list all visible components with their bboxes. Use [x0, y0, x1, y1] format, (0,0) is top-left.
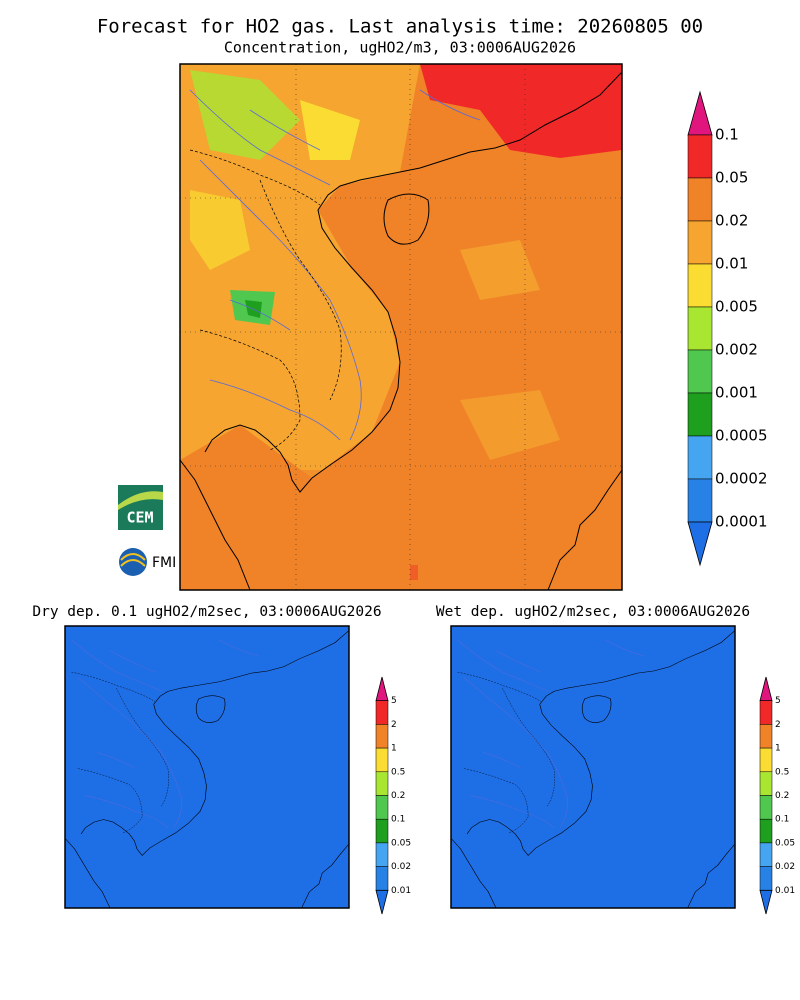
colorbar-segment [375, 724, 389, 749]
dry-map [64, 625, 350, 909]
colorbar-segment [687, 220, 713, 265]
colorbar-segment [375, 866, 389, 891]
colorbar-label: 1 [391, 744, 397, 754]
colorbar-arrow [687, 90, 713, 136]
colorbar-segment [759, 842, 773, 867]
fmi-text: FMI [152, 555, 176, 571]
main-map [179, 63, 623, 591]
colorbar-segment [687, 263, 713, 308]
colorbar-label: 0.002 [715, 341, 758, 359]
colorbar-segment [759, 700, 773, 725]
colorbar-label: 0.05 [715, 169, 748, 187]
colorbar-arrow [375, 676, 389, 702]
colorbar-label: 0.2 [775, 791, 789, 801]
colorbar-label: 5 [775, 696, 781, 706]
colorbar-segment [687, 478, 713, 523]
colorbar-label: 0.01 [775, 886, 795, 896]
cem-text: CEM [126, 509, 153, 527]
fmi-logo: FMI [119, 548, 176, 576]
colorbar-label: 0.1 [775, 815, 789, 825]
colorbar-segment [375, 747, 389, 773]
colorbar-segment [375, 700, 389, 725]
colorbar-segment [759, 866, 773, 891]
wet-map [450, 625, 736, 909]
colorbar-label: 0.05 [775, 838, 795, 848]
colorbar-label: 0.1 [391, 815, 405, 825]
colorbar-label: 0.0002 [715, 470, 768, 488]
colorbar-label: 5 [391, 696, 397, 706]
colorbar-label: 0.0005 [715, 427, 768, 445]
subtitle: Concentration, ugHO2/m3, 03:0006AUG2026 [224, 39, 576, 57]
colorbar-label: 0.01 [715, 255, 748, 273]
colorbar-label: 0.02 [715, 212, 748, 230]
colorbar-label: 0.5 [775, 767, 789, 777]
colorbar-label: 0.005 [715, 298, 758, 316]
colorbar-label: 0.02 [775, 862, 795, 872]
colorbar-label: 0.001 [715, 384, 758, 402]
colorbar-arrow [375, 889, 389, 915]
colorbar-segment [687, 306, 713, 351]
colorbar-segment [759, 818, 773, 844]
colorbar-arrow [759, 889, 773, 915]
wet-title: Wet dep. ugHO2/m2sec, 03:0006AUG2026 [436, 604, 750, 620]
colorbar-label: 0.0001 [715, 513, 768, 531]
colorbar-segment [687, 177, 713, 222]
colorbar-label: 0.5 [391, 767, 405, 777]
colorbar-segment [687, 392, 713, 437]
colorbar-segment [759, 795, 773, 820]
colorbar-segment [759, 724, 773, 749]
colorbar-arrow [759, 676, 773, 702]
colorbar-segment [375, 818, 389, 844]
colorbar-segment [687, 134, 713, 179]
cem-logo: CEM [118, 485, 163, 530]
colorbar-segment [375, 771, 389, 796]
colorbar-segment [759, 747, 773, 773]
colorbar-label: 0.05 [391, 838, 411, 848]
colorbar-segment [375, 795, 389, 820]
colorbar-label: 0.2 [391, 791, 405, 801]
colorbar-segment [687, 349, 713, 394]
colorbar-segment [375, 842, 389, 867]
colorbar-label: 0.01 [391, 886, 411, 896]
colorbar-arrow [687, 521, 713, 567]
colorbar-label: 2 [391, 720, 397, 730]
title: Forecast for HO2 gas. Last analysis time… [97, 16, 703, 38]
colorbar-label: 1 [775, 744, 781, 754]
colorbar-label: 0.1 [715, 126, 739, 144]
colorbar-label: 0.02 [391, 862, 411, 872]
dry-title: Dry dep. 0.1 ugHO2/m2sec, 03:0006AUG2026 [32, 604, 381, 620]
colorbar-segment [759, 771, 773, 796]
colorbar-segment [687, 435, 713, 480]
colorbar-label: 2 [775, 720, 781, 730]
